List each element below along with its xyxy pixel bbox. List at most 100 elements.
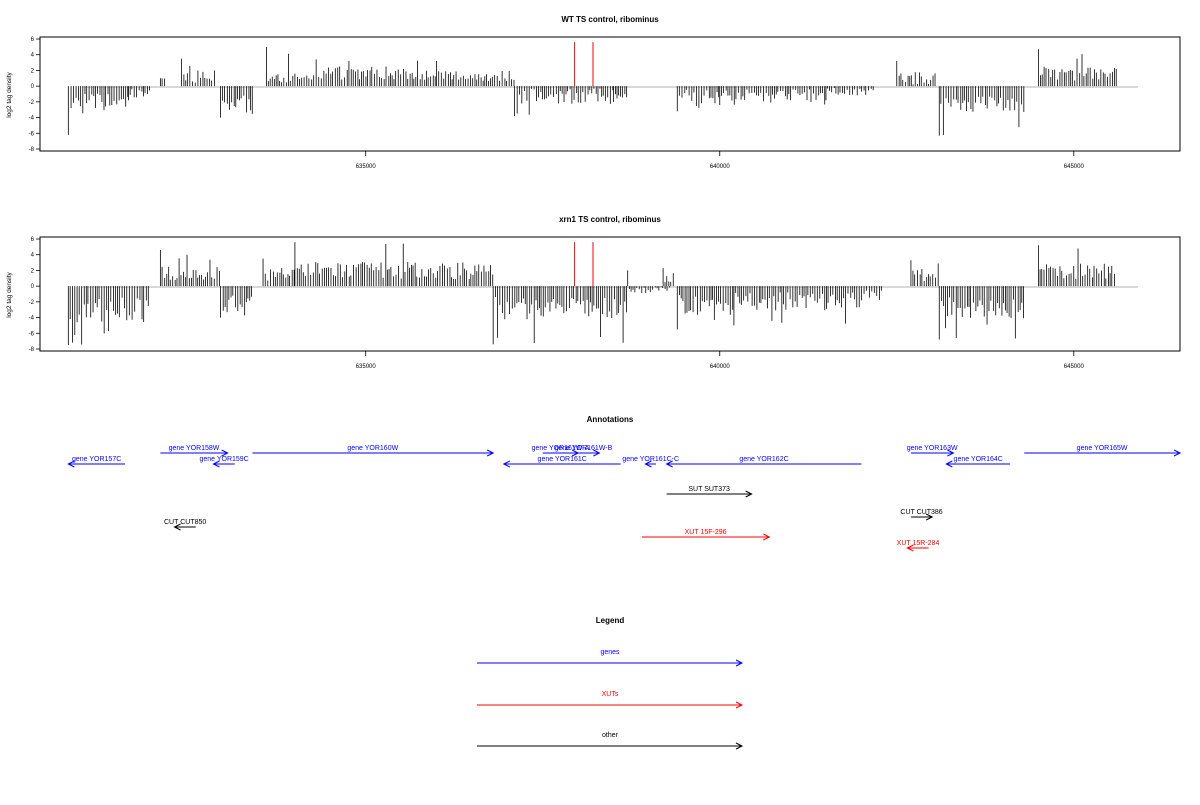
x-tick-label: 640000 — [710, 364, 731, 370]
annotations-title: Annotations — [587, 415, 634, 424]
y-tick-label: 6 — [31, 237, 35, 243]
feature-label: gene YOR161C — [538, 456, 587, 463]
y-tick-label: -6 — [29, 331, 35, 337]
legend-item: genes — [477, 649, 744, 667]
feature-label: CUT CUT850 — [164, 519, 206, 526]
feature: gene YOR162C — [665, 456, 862, 468]
panel-xrn1: xrn1 TS control, ribominus log2 tag dens… — [6, 215, 1181, 370]
feature: gene YOR158W — [160, 445, 229, 457]
y-tick-label: 4 — [31, 53, 35, 59]
panel-title: xrn1 TS control, ribominus — [559, 215, 661, 224]
feature-arrowhead — [945, 460, 953, 468]
feature-arrowhead — [644, 460, 652, 468]
feature-label: gene YOR162C — [739, 456, 788, 463]
legend-arrowhead — [735, 659, 744, 667]
feature-label: XUT 15F-296 — [685, 529, 727, 536]
feature-arrowhead — [745, 490, 753, 498]
feature: gene YOR161C-C — [622, 456, 679, 468]
feature: gene YOR161C — [502, 456, 621, 468]
feature-arrowhead — [947, 449, 955, 457]
feature: gene YOR157C — [67, 456, 125, 468]
signal-bars — [67, 242, 1115, 346]
feature-label: gene YOR158W — [169, 445, 220, 452]
feature-label: gene YOR159C — [199, 456, 248, 463]
y-axis: 6 4 2 0 -2 -4 -6 -8 — [29, 37, 40, 153]
y-axis: 6 4 2 0 -2 -4 -6 -8 — [29, 237, 40, 353]
feature-arrowhead — [665, 460, 673, 468]
feature-arrowhead — [1173, 449, 1182, 457]
feature-label: CUT CUT386 — [900, 509, 942, 516]
feature-arrowhead — [173, 523, 181, 531]
feature: gene YOR160W — [252, 445, 495, 457]
legend-item: XUTs — [477, 691, 744, 709]
y-tick-label: 4 — [31, 253, 35, 259]
x-axis: 635000 640000 645000 — [356, 351, 1085, 370]
feature-label: gene YOR164C — [954, 456, 1003, 463]
legend-label: XUTs — [602, 691, 619, 698]
feature-label: gene YOR160W — [347, 445, 398, 452]
feature-arrowhead — [212, 460, 220, 468]
y-tick-label: -4 — [29, 116, 35, 122]
legend-label: genes — [600, 649, 620, 656]
feature: CUT CUT386 — [900, 509, 943, 521]
feature: gene YOR161W-B — [555, 445, 613, 457]
y-axis-label: log2 tag density — [6, 71, 13, 117]
x-axis: 635000 640000 645000 — [356, 151, 1085, 170]
legend-label: other — [602, 732, 619, 739]
y-tick-label: -4 — [29, 316, 35, 322]
legend-arrowhead — [735, 701, 744, 709]
feature-arrowhead — [67, 460, 75, 468]
plot-frame — [39, 236, 1181, 352]
y-tick-label: -6 — [29, 131, 35, 137]
x-tick-label: 635000 — [356, 164, 377, 170]
feature-arrows: gene YOR157C gene YOR158W gene YOR159C gene… — [67, 445, 1182, 552]
y-tick-label: -8 — [29, 147, 35, 153]
feature-label: gene YOR161C-C — [622, 456, 679, 463]
feature-arrowhead — [925, 513, 934, 521]
legend-items: genes XUTs other — [477, 649, 744, 750]
x-tick-label: 645000 — [1064, 164, 1085, 170]
feature: XUT 15F-296 — [641, 529, 771, 541]
y-tick-label: 2 — [31, 268, 35, 274]
x-tick-label: 645000 — [1064, 364, 1085, 370]
x-tick-label: 640000 — [710, 164, 731, 170]
y-tick-label: -2 — [29, 300, 35, 306]
legend-title: Legend — [596, 616, 625, 625]
y-axis-label: log2 tag density — [6, 271, 13, 317]
feature-label: gene YOR161W-B — [555, 445, 613, 452]
feature: gene YOR165W — [1024, 445, 1182, 457]
y-tick-label: 2 — [31, 68, 35, 74]
red-markers — [574, 42, 594, 87]
feature-arrowhead — [906, 544, 914, 552]
y-tick-label: 0 — [31, 84, 35, 90]
legend-arrowhead — [735, 742, 744, 750]
signal-bars — [67, 46, 1117, 136]
feature-label: gene YOR165W — [1077, 445, 1128, 452]
y-tick-label: -2 — [29, 100, 35, 106]
legend: Legend genes XUTs other — [477, 616, 744, 750]
feature: gene YOR163W — [907, 445, 958, 457]
feature-arrowhead — [502, 460, 511, 468]
feature: gene YOR164C — [945, 456, 1011, 468]
feature-arrowhead — [763, 533, 771, 541]
y-tick-label: -8 — [29, 347, 35, 353]
feature-label: SUT SUT373 — [688, 486, 730, 493]
panel-wt: WT TS control, ribominus log2 tag densit… — [6, 15, 1181, 170]
red-markers — [574, 242, 594, 287]
feature-label: XUT 15R-284 — [897, 540, 940, 547]
feature-label: gene YOR161W-A — [532, 445, 590, 452]
legend-item: other — [477, 732, 744, 750]
y-tick-label: 6 — [31, 37, 35, 43]
y-tick-label: 0 — [31, 284, 35, 290]
plot-frame — [39, 36, 1181, 152]
feature-arrowhead — [221, 449, 229, 457]
feature: XUT 15R-284 — [897, 540, 940, 552]
feature-label: gene YOR163W — [907, 445, 958, 452]
feature: gene YOR159C — [199, 456, 249, 468]
feature: CUT CUT850 — [164, 519, 206, 531]
x-tick-label: 635000 — [356, 364, 377, 370]
feature-arrowhead — [486, 449, 495, 457]
